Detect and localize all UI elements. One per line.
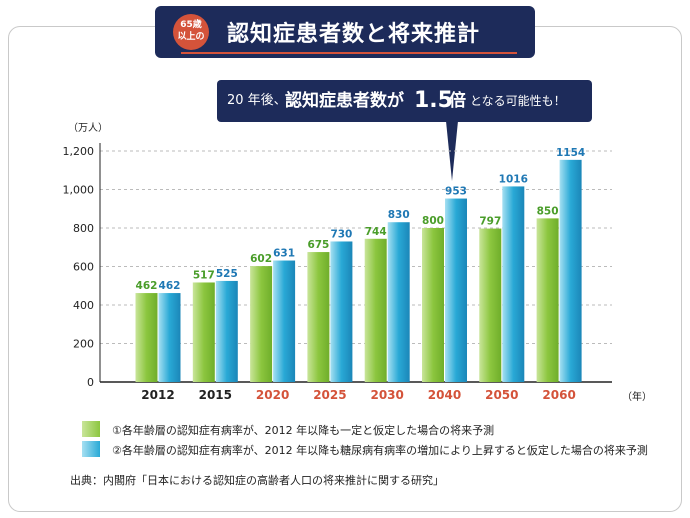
x-tick-label: 2015 xyxy=(199,388,232,402)
data-label: 602 xyxy=(250,253,272,265)
bar-series-2 xyxy=(158,293,181,382)
y-tick-label: 1,000 xyxy=(63,184,95,197)
x-tick-label: 2040 xyxy=(428,388,461,402)
bar-series-1 xyxy=(192,282,215,382)
y-tick-label: 600 xyxy=(73,261,94,274)
data-label: 525 xyxy=(216,268,238,280)
legend-swatch-1 xyxy=(82,421,100,437)
x-tick-label: 2050 xyxy=(485,388,518,402)
title-underline xyxy=(181,52,517,54)
legend-swatch-2 xyxy=(82,441,100,457)
bar-series-2 xyxy=(215,280,238,382)
data-label: 462 xyxy=(159,280,181,292)
callout-ratio: 1.5 xyxy=(414,88,453,113)
source-note: 出典：内閣府「日本における認知症の高齢者人口の将来推計に関する研究」 xyxy=(70,474,444,487)
x-axis-label: （年） xyxy=(622,390,652,403)
data-label: 1154 xyxy=(556,147,585,159)
data-label: 1016 xyxy=(499,173,528,185)
data-label: 462 xyxy=(136,280,158,292)
callout-times: 倍 xyxy=(449,91,466,111)
y-tick-label: 800 xyxy=(73,222,94,235)
callout-main: 認知症患者数が xyxy=(285,91,404,111)
callout-prefix: 20 年後、 xyxy=(227,93,287,108)
bar-series-1 xyxy=(422,228,444,382)
badge-line2: 以上の xyxy=(177,32,205,42)
bar-series-2 xyxy=(330,241,353,382)
x-tick-label: 2030 xyxy=(370,388,403,402)
age-badge: 65歳以上の xyxy=(173,14,209,50)
y-tick-label: 200 xyxy=(73,338,94,351)
bar-series-2 xyxy=(387,222,410,382)
bar-series-2 xyxy=(273,260,296,382)
y-axis-label: （万人） xyxy=(68,122,108,134)
bar-series-1 xyxy=(479,228,502,382)
data-label: 830 xyxy=(388,209,410,221)
callout: 20 年後、 認知症患者数が 1.5 倍 となる可能性も！ xyxy=(217,80,592,122)
data-label: 730 xyxy=(330,228,352,240)
data-label: 850 xyxy=(537,205,559,217)
data-label: 800 xyxy=(422,215,444,227)
title-banner: 65歳以上の 認知症患者数と将来推計 xyxy=(155,6,535,58)
bar-series-2 xyxy=(502,186,525,382)
legend-label-2: ②各年齢層の認知症有病率が、2012 年以降も糖尿病有病率の増加により上昇すると… xyxy=(112,444,648,457)
data-label: 797 xyxy=(479,216,501,228)
legend-label-1: ①各年齢層の認知症有病率が、2012 年以降も一定と仮定した場合の将来予測 xyxy=(112,424,495,437)
bar-series-1 xyxy=(364,238,387,382)
callout-suffix: となる可能性も！ xyxy=(470,94,566,108)
x-tick-label: 2012 xyxy=(141,388,174,402)
data-label: 953 xyxy=(445,186,467,198)
data-label: 744 xyxy=(365,226,387,238)
x-tick-label: 2060 xyxy=(542,388,575,402)
bar-series-2 xyxy=(559,159,582,382)
bar-series-1 xyxy=(250,266,273,382)
x-tick-label: 2020 xyxy=(256,388,289,402)
y-tick-label: 400 xyxy=(73,299,94,312)
bar-series-2 xyxy=(445,198,467,382)
y-tick-label: 0 xyxy=(87,376,94,389)
y-tick-label: 1,200 xyxy=(63,145,95,158)
data-label: 517 xyxy=(193,269,215,281)
data-label: 631 xyxy=(273,248,295,260)
bar-series-1 xyxy=(135,293,158,382)
badge-line1: 65歳 xyxy=(180,20,202,30)
bar-series-1 xyxy=(536,218,559,382)
x-tick-label: 2025 xyxy=(313,388,346,402)
bar-series-1 xyxy=(307,252,330,382)
callout-pointer xyxy=(446,121,458,181)
chart-title: 認知症患者数と将来推計 xyxy=(227,22,481,47)
data-label: 675 xyxy=(307,239,329,251)
